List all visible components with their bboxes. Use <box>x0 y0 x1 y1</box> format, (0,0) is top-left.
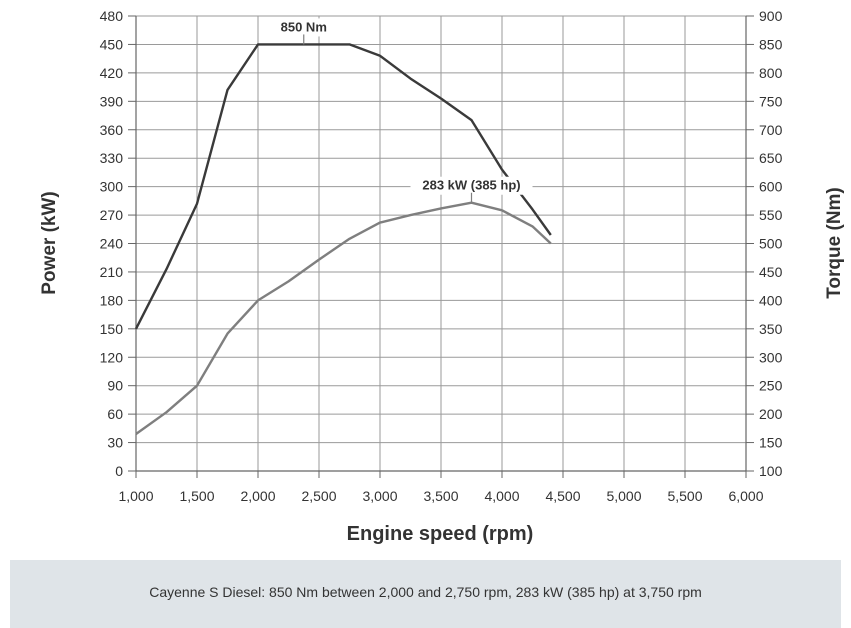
torque-annotation: 850 Nm <box>281 19 327 34</box>
y-right-tick-label: 100 <box>759 463 783 479</box>
grid <box>135 15 747 472</box>
y-left-tick-label: 120 <box>100 349 124 365</box>
y-right-tick-label: 450 <box>759 264 783 280</box>
y-right-tick-label: 500 <box>759 236 783 252</box>
y-left-tick-label: 30 <box>107 435 123 451</box>
y-right-tick-label: 400 <box>759 292 783 308</box>
y-left-tick-label: 330 <box>100 150 124 166</box>
x-tick-label: 4,000 <box>484 488 519 504</box>
y-axis-label-left: Power (kW) <box>39 191 60 294</box>
tick-labels: 0 100 30 150 60 200 90 250 120 300 150 350 180 400 210… <box>100 8 783 504</box>
annotation-background <box>276 18 331 37</box>
y-right-tick-label: 200 <box>759 406 783 422</box>
y-left-tick-label: 450 <box>100 36 124 52</box>
x-tick-label: 2,000 <box>240 488 275 504</box>
y-right-tick-label: 300 <box>759 349 783 365</box>
engine-chart: 0 100 30 150 60 200 90 250 120 300 150 350 180 400 210… <box>39 8 845 545</box>
y-left-tick-label: 360 <box>100 122 124 138</box>
caption-text: Cayenne S Diesel: 850 Nm between 2,000 a… <box>149 584 702 600</box>
y-left-tick-label: 240 <box>100 236 124 252</box>
y-left-tick-label: 60 <box>107 406 123 422</box>
y-right-tick-label: 600 <box>759 179 783 195</box>
x-tick-label: 3,500 <box>423 488 458 504</box>
y-right-tick-label: 350 <box>759 321 783 337</box>
y-right-tick-label: 550 <box>759 207 783 223</box>
y-right-tick-label: 700 <box>759 122 783 138</box>
caption-panel: Cayenne S Diesel: 850 Nm between 2,000 a… <box>10 560 841 628</box>
y-right-tick-label: 900 <box>759 8 783 24</box>
x-tick-label: 3,000 <box>362 488 397 504</box>
y-left-tick-label: 150 <box>100 321 124 337</box>
x-tick-label: 5,000 <box>606 488 641 504</box>
power-annotation: 283 kW (385 hp) <box>422 178 520 193</box>
annotations: 850 Nm 283 kW (385 hp) <box>276 18 533 203</box>
y-left-tick-label: 210 <box>100 264 124 280</box>
torque-line <box>134 43 552 330</box>
x-tick-label: 4,500 <box>545 488 580 504</box>
x-tick-label: 1,500 <box>179 488 214 504</box>
y-left-tick-label: 420 <box>100 65 124 81</box>
y-right-tick-label: 150 <box>759 435 783 451</box>
x-tick-label: 2,500 <box>301 488 336 504</box>
y-left-tick-label: 270 <box>100 207 124 223</box>
annotation-background <box>410 176 533 195</box>
y-left-tick-label: 90 <box>107 378 123 394</box>
power-line <box>135 201 552 435</box>
y-left-tick-label: 0 <box>115 463 123 479</box>
y-left-tick-label: 390 <box>100 93 124 109</box>
x-tick-label: 1,000 <box>118 488 153 504</box>
y-left-tick-label: 180 <box>100 292 124 308</box>
axes <box>128 15 754 478</box>
y-right-tick-label: 850 <box>759 36 783 52</box>
y-left-tick-label: 480 <box>100 8 124 24</box>
y-axis-label-right: Torque (Nm) <box>824 187 845 299</box>
x-tick-label: 5,500 <box>667 488 702 504</box>
y-right-tick-label: 750 <box>759 93 783 109</box>
y-right-tick-label: 250 <box>759 378 783 394</box>
y-left-tick-label: 300 <box>100 179 124 195</box>
x-tick-label: 6,000 <box>728 488 763 504</box>
y-right-tick-label: 650 <box>759 150 783 166</box>
x-axis-label: Engine speed (rpm) <box>347 523 534 545</box>
series-lines <box>134 43 552 435</box>
y-right-tick-label: 800 <box>759 65 783 81</box>
